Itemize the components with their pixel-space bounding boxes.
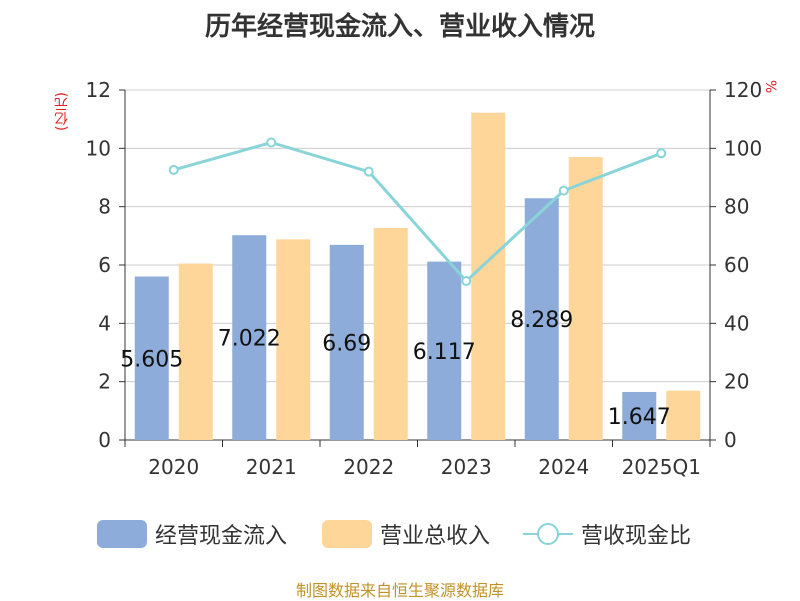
y-left-tick-label: 0 <box>98 428 111 452</box>
y-right-tick-label: 100 <box>724 136 762 160</box>
bar-revenue <box>568 157 603 441</box>
legend-swatch-ratio <box>523 520 573 548</box>
legend-item-revenue[interactable]: 营业总收入 <box>322 516 490 552</box>
legend-label-ratio: 营收现金比 <box>581 524 692 549</box>
data-label-cash-inflow: 6.69 <box>322 331 371 356</box>
y-right-tick-label: 80 <box>724 195 749 219</box>
legend-item-ratio[interactable]: 营收现金比 <box>523 516 691 552</box>
bar-cash-inflow <box>427 261 462 440</box>
data-label-cash-inflow: 6.117 <box>413 340 476 365</box>
bar-revenue <box>276 239 311 440</box>
y-right-tick-label: 40 <box>724 311 749 335</box>
chart-title: 历年经营现金流入、营业收入情况 <box>204 12 595 42</box>
source-note: 制图数据来自恒生聚源数据库 <box>295 581 504 600</box>
y-left-tick-label: 6 <box>98 253 111 277</box>
bar-cash-inflow <box>134 276 169 440</box>
ratio-point <box>656 148 667 159</box>
bar-cash-inflow <box>329 244 364 440</box>
legend-label-revenue: 营业总收入 <box>380 524 491 549</box>
ratio-point <box>363 166 374 177</box>
bar-revenue <box>666 390 701 440</box>
y-left-tick-label: 2 <box>98 370 111 394</box>
x-tick-label: 2020 <box>148 455 199 479</box>
legend-swatch-cash-inflow <box>97 520 147 548</box>
y-left-tick-label: 8 <box>98 195 111 219</box>
y-left-tick-label: 12 <box>86 78 111 102</box>
ratio-point <box>266 137 277 148</box>
x-tick-label: 2024 <box>538 455 589 479</box>
y-right-tick-label: 20 <box>724 370 749 394</box>
bar-cash-inflow <box>622 391 657 440</box>
y-right-tick-label: 0 <box>724 428 737 452</box>
y-right-tick-label: 120 <box>724 78 762 102</box>
data-label-cash-inflow: 1.647 <box>608 405 671 430</box>
y-right-tick-label: 60 <box>724 253 749 277</box>
x-tick-label: 2025Q1 <box>622 455 701 479</box>
legend-swatch-revenue <box>322 520 372 548</box>
bar-revenue <box>373 227 408 440</box>
x-tick-label: 2023 <box>441 455 492 479</box>
bar-cash-inflow <box>524 198 559 440</box>
legend-label-cash-inflow: 经营现金流入 <box>155 524 288 549</box>
y-left-tick-label: 4 <box>98 311 111 335</box>
data-label-cash-inflow: 7.022 <box>218 327 281 352</box>
ratio-line <box>173 140 662 284</box>
ratio-point <box>461 276 472 287</box>
x-tick-label: 2022 <box>343 455 394 479</box>
ratio-point <box>558 185 569 196</box>
bar-revenue <box>471 112 506 440</box>
x-tick-label: 2021 <box>246 455 297 479</box>
bar-cash-inflow <box>232 235 267 440</box>
data-label-cash-inflow: 8.289 <box>510 308 573 333</box>
legend-item-cash-inflow[interactable]: 经营现金流入 <box>97 516 287 552</box>
bar-revenue <box>178 263 213 440</box>
legend: 经营现金流入 营业总收入 营收现金比 <box>0 516 800 556</box>
data-label-cash-inflow: 5.605 <box>120 347 183 372</box>
ratio-point <box>168 164 179 175</box>
y-left-tick-label: 10 <box>86 136 111 160</box>
